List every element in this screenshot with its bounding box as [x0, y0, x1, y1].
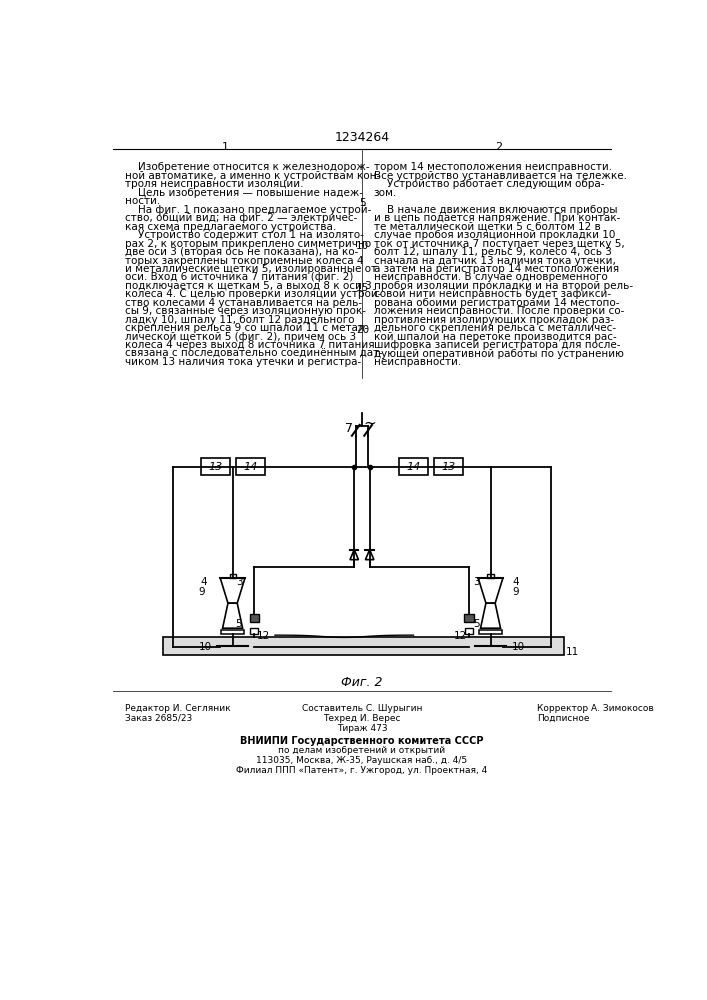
- Text: связана с последовательно соединённым дат-: связана с последовательно соединённым да…: [125, 349, 382, 359]
- Text: 13: 13: [209, 462, 223, 472]
- Text: ство, общий вид; на фиг. 2 — электричес-: ство, общий вид; на фиг. 2 — электричес-: [125, 213, 357, 223]
- Text: 5: 5: [359, 198, 366, 208]
- Bar: [399, 458, 428, 475]
- Text: Корректор А. Зимокосов: Корректор А. Зимокосов: [537, 704, 653, 713]
- Text: троля неисправности изоляции.: троля неисправности изоляции.: [125, 179, 303, 189]
- Bar: [235, 458, 265, 475]
- Text: противления изолирующих прокладок раз-: противления изолирующих прокладок раз-: [373, 315, 614, 325]
- Bar: [465, 628, 473, 634]
- Text: чиком 13 наличия тока утечки и регистра-: чиком 13 наличия тока утечки и регистра-: [125, 357, 361, 367]
- Text: сы 9, связанные через изоляционную прок-: сы 9, связанные через изоляционную прок-: [125, 306, 366, 316]
- Text: 20: 20: [356, 325, 369, 335]
- Text: дельного скрепления рельса с металличес-: дельного скрепления рельса с металличес-: [373, 323, 616, 333]
- Text: Редактор И. Сегляник: Редактор И. Сегляник: [125, 704, 230, 713]
- Text: Подписное: Подписное: [537, 714, 589, 723]
- Text: 10: 10: [356, 241, 369, 251]
- Text: по делам изобретений и открытий: по делам изобретений и открытий: [279, 746, 445, 755]
- Text: торых закреплены токоприемные колеса 4: торых закреплены токоприемные колеса 4: [125, 256, 363, 266]
- Text: совой нити неисправность будет зафикси-: совой нити неисправность будет зафикси-: [373, 289, 611, 299]
- Text: 3: 3: [473, 577, 480, 587]
- Bar: [433, 458, 463, 475]
- Text: неисправности. В случае одновременного: неисправности. В случае одновременного: [373, 272, 607, 282]
- Text: 5: 5: [474, 619, 480, 629]
- Text: Тираж 473: Тираж 473: [337, 724, 387, 733]
- Text: 5: 5: [235, 619, 243, 629]
- Bar: [250, 628, 258, 634]
- Text: лической щеткой 5 (фиг. 2), причем ось 3: лической щеткой 5 (фиг. 2), причем ось 3: [125, 332, 356, 342]
- Text: кая схема предлагаемого устройства.: кая схема предлагаемого устройства.: [125, 222, 336, 232]
- Text: 1234264: 1234264: [334, 131, 390, 144]
- Bar: [230, 574, 235, 578]
- Text: ности.: ности.: [125, 196, 160, 206]
- Text: рах 2, к которым прикреплено симметрично: рах 2, к которым прикреплено симметрично: [125, 239, 371, 249]
- Text: дующей оперативной работы по устранению: дующей оперативной работы по устранению: [373, 349, 624, 359]
- Text: случае пробоя изоляционной прокладки 10: случае пробоя изоляционной прокладки 10: [373, 230, 615, 240]
- Text: ~: ~: [363, 416, 376, 431]
- Text: Филиал ППП «Патент», г. Ужгород, ул. Проектная, 4: Филиал ППП «Патент», г. Ужгород, ул. Про…: [236, 766, 488, 775]
- Text: Устройство работает следующим обра-: Устройство работает следующим обра-: [373, 179, 604, 189]
- Text: 12: 12: [257, 631, 271, 641]
- Text: неисправности.: неисправности.: [373, 357, 461, 367]
- Text: Цель изобретения — повышение надеж-: Цель изобретения — повышение надеж-: [125, 188, 363, 198]
- Bar: [487, 574, 493, 578]
- Text: сначала на датчик 13 наличия тока утечки,: сначала на датчик 13 наличия тока утечки…: [373, 256, 615, 266]
- Text: 10: 10: [512, 642, 525, 652]
- Text: рована обоими регистраторами 14 местопо-: рована обоими регистраторами 14 местопо-: [373, 298, 619, 308]
- Text: 9: 9: [512, 587, 519, 597]
- Text: колеса 4. С целью проверки изоляции устрой-: колеса 4. С целью проверки изоляции устр…: [125, 289, 381, 299]
- Text: 2: 2: [495, 142, 502, 152]
- Text: 12: 12: [454, 631, 467, 641]
- Text: и в цепь подается напряжение. При контак-: и в цепь подается напряжение. При контак…: [373, 213, 620, 223]
- Text: 7: 7: [345, 422, 353, 435]
- Text: В начале движения включаются приборы: В начале движения включаются приборы: [373, 205, 617, 215]
- Text: 113035, Москва, Ж-35, Раушская наб., д. 4/5: 113035, Москва, Ж-35, Раушская наб., д. …: [257, 756, 467, 765]
- Bar: [250, 614, 259, 622]
- Text: колеса 4 через выход 8 источника 7 питания: колеса 4 через выход 8 источника 7 питан…: [125, 340, 375, 350]
- Text: ной автоматике, а именно к устройствам кон-: ной автоматике, а именно к устройствам к…: [125, 171, 380, 181]
- Text: и металлические щетки 5, изолированные от: и металлические щетки 5, изолированные о…: [125, 264, 377, 274]
- Text: ток от источника 7 поступает через щетку 5,: ток от источника 7 поступает через щетку…: [373, 239, 624, 249]
- Text: Изобретение относится к железнодорож-: Изобретение относится к железнодорож-: [125, 162, 370, 172]
- Text: 14: 14: [243, 462, 257, 472]
- Text: Составитель С. Шурыгин: Составитель С. Шурыгин: [302, 704, 422, 713]
- Bar: [163, 637, 563, 655]
- Text: а затем на регистратор 14 местоположения: а затем на регистратор 14 местоположения: [373, 264, 619, 274]
- Text: Фиг. 2: Фиг. 2: [341, 676, 382, 689]
- Text: зом.: зом.: [373, 188, 397, 198]
- Text: тором 14 местоположения неисправности.: тором 14 местоположения неисправности.: [373, 162, 612, 172]
- Text: пробоя изоляции прокладки и на второй рель-: пробоя изоляции прокладки и на второй ре…: [373, 281, 633, 291]
- Text: ладку 10, шпалу 11, болт 12 раздельного: ладку 10, шпалу 11, болт 12 раздельного: [125, 315, 354, 325]
- Bar: [479, 630, 502, 634]
- Text: 13: 13: [441, 462, 455, 472]
- Text: 10: 10: [199, 642, 212, 652]
- Text: ство колесами 4 устанавливается на рель-: ство колесами 4 устанавливается на рель-: [125, 298, 362, 308]
- Text: 3: 3: [236, 577, 243, 587]
- Text: те металлической щетки 5 с болтом 12 в: те металлической щетки 5 с болтом 12 в: [373, 222, 600, 232]
- Text: На фиг. 1 показано предлагаемое устрой-: На фиг. 1 показано предлагаемое устрой-: [125, 205, 371, 215]
- Text: ВНИИПИ Государственного комитета СССР: ВНИИПИ Государственного комитета СССР: [240, 736, 484, 746]
- Text: 4: 4: [200, 577, 207, 587]
- Text: 11: 11: [566, 647, 579, 657]
- Text: болт 12, шпалу 11, рельс 9, колесо 4, ось 3: болт 12, шпалу 11, рельс 9, колесо 4, ос…: [373, 247, 612, 257]
- Text: Техред И. Верес: Техред И. Верес: [323, 714, 401, 723]
- Bar: [221, 630, 244, 634]
- Text: 4: 4: [512, 577, 519, 587]
- Text: 1: 1: [221, 142, 228, 152]
- Text: Устройство содержит стол 1 на изолято-: Устройство содержит стол 1 на изолято-: [125, 230, 363, 240]
- Text: 9: 9: [199, 587, 205, 597]
- Text: 15: 15: [356, 283, 369, 293]
- Text: оси. Вход 6 источника 7 питания (фиг. 2): оси. Вход 6 источника 7 питания (фиг. 2): [125, 272, 354, 282]
- Text: шифровка записей регистратора для после-: шифровка записей регистратора для после-: [373, 340, 620, 350]
- Bar: [464, 614, 474, 622]
- Text: ложения неисправности. После проверки со-: ложения неисправности. После проверки со…: [373, 306, 624, 316]
- Text: кой шпалой на перетоке производится рас-: кой шпалой на перетоке производится рас-: [373, 332, 617, 342]
- Text: Все устройство устанавливается на тележке.: Все устройство устанавливается на тележк…: [373, 171, 626, 181]
- Text: две оси 3 (вторая ось не показана), на ко-: две оси 3 (вторая ось не показана), на к…: [125, 247, 358, 257]
- Text: 14: 14: [407, 462, 421, 472]
- Bar: [201, 458, 230, 475]
- Text: подключается к щеткам 5, а выход 8 к оси 3: подключается к щеткам 5, а выход 8 к оси…: [125, 281, 372, 291]
- Text: Заказ 2685/23: Заказ 2685/23: [125, 714, 192, 723]
- Text: скрепления рельса 9 со шпалой 11 с метал-: скрепления рельса 9 со шпалой 11 с метал…: [125, 323, 368, 333]
